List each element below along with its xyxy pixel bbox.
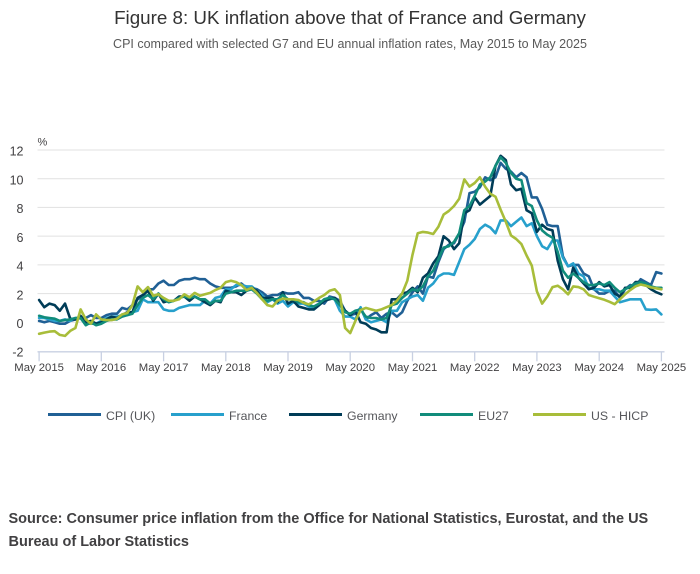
svg-text:May 2016: May 2016 [76, 362, 126, 374]
svg-text:2: 2 [17, 288, 24, 302]
svg-text:May 2018: May 2018 [201, 362, 251, 374]
svg-text:May 2015: May 2015 [14, 362, 64, 374]
svg-text:-2: -2 [12, 346, 23, 360]
svg-text:May 2025: May 2025 [637, 362, 687, 374]
svg-text:May 2021: May 2021 [388, 362, 438, 374]
svg-text:May 2017: May 2017 [139, 362, 189, 374]
svg-text:8: 8 [17, 202, 24, 216]
svg-text:12: 12 [10, 145, 24, 159]
svg-text:May 2019: May 2019 [263, 362, 313, 374]
svg-text:May 2020: May 2020 [325, 362, 375, 374]
svg-text:%: % [38, 137, 48, 149]
svg-text:May 2022: May 2022 [450, 362, 500, 374]
svg-text:6: 6 [17, 231, 24, 245]
svg-text:10: 10 [10, 173, 24, 187]
svg-text:0: 0 [17, 317, 24, 331]
svg-text:4: 4 [17, 260, 24, 274]
svg-text:May 2024: May 2024 [574, 362, 624, 374]
svg-text:May 2023: May 2023 [512, 362, 562, 374]
